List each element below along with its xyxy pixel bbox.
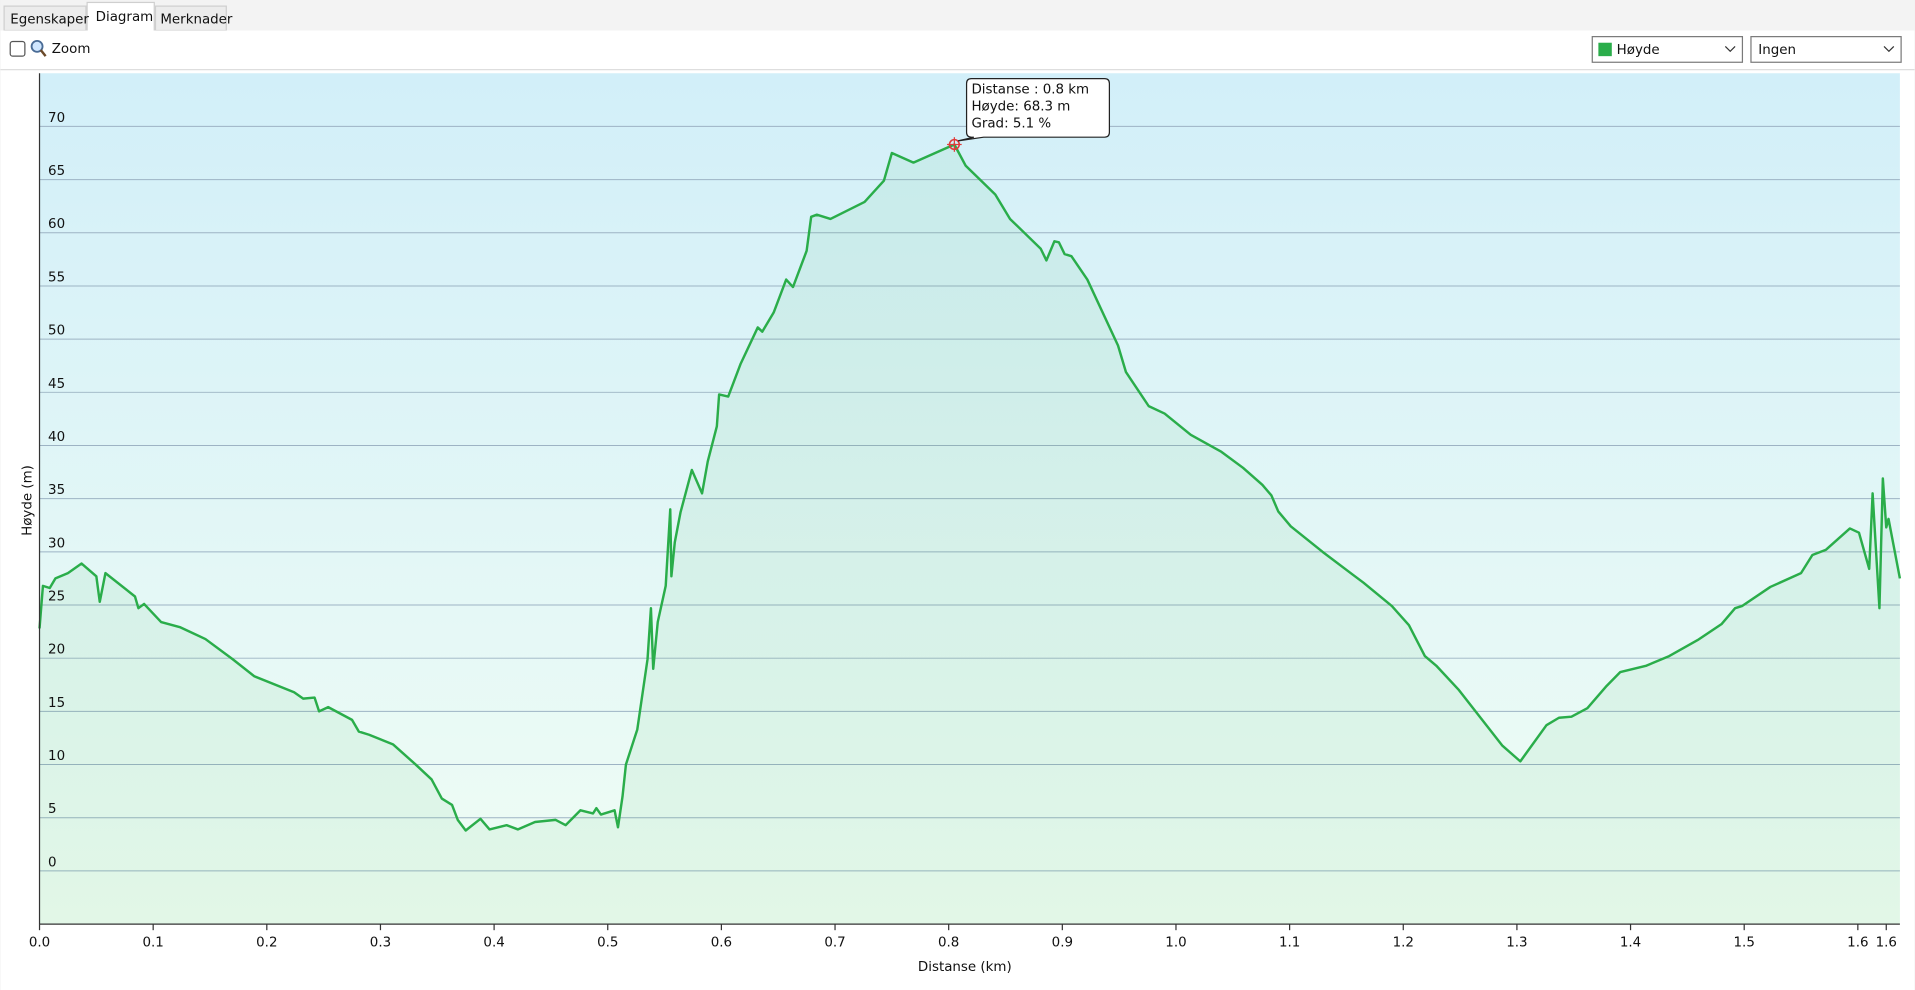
area-fill xyxy=(39,144,1900,925)
second-select[interactable] xyxy=(1750,36,1902,63)
zoom-checkbox[interactable] xyxy=(9,40,26,57)
y-tick-label: 5 xyxy=(48,802,57,817)
y-tick-label: 10 xyxy=(48,749,65,764)
tooltip-text: Grad: 5.1 % xyxy=(971,117,1051,132)
second-select-label[interactable]: Ingen xyxy=(1758,43,1796,58)
zoom-label[interactable]: Zoom xyxy=(52,42,91,57)
x-tick-label: 1.5 xyxy=(1734,935,1755,950)
y-tick-label: 70 xyxy=(48,111,65,126)
tab-label[interactable]: Merknader xyxy=(160,13,233,28)
zoom-icon xyxy=(39,49,47,57)
series-select[interactable] xyxy=(1591,36,1744,63)
tooltip-text: Høyde: 68.3 m xyxy=(971,100,1070,115)
y-tick-label: 0 xyxy=(48,855,57,870)
x-tick-label: 0.6 xyxy=(711,935,732,950)
y-tick-label: 45 xyxy=(48,377,65,392)
x-tick-label: 1.6 xyxy=(1876,935,1897,950)
x-tick-label: 0.9 xyxy=(1052,935,1073,950)
tooltip-text: Distanse : 0.8 km xyxy=(971,83,1089,98)
legend-label[interactable]: Høyde xyxy=(1617,43,1660,58)
y-tick-label: 65 xyxy=(48,164,65,179)
x-tick-label: 1.0 xyxy=(1165,935,1186,950)
y-tick-label: 35 xyxy=(48,483,65,498)
dropdown-arrow xyxy=(1883,45,1895,53)
tab-label[interactable]: Diagram xyxy=(96,10,154,25)
legend-swatch xyxy=(1598,42,1612,57)
x-tick-label: 0.0 xyxy=(29,935,50,950)
tooltip-box xyxy=(957,77,1111,142)
x-tick-label: 0.1 xyxy=(143,935,164,950)
x-axis-label: Distanse (km) xyxy=(918,960,1012,975)
x-tick-label: 1.3 xyxy=(1506,935,1527,950)
y-tick-label: 15 xyxy=(48,696,65,711)
x-tick-label: 1.1 xyxy=(1279,935,1300,950)
plot xyxy=(38,125,1902,925)
y-tick-label: 55 xyxy=(48,270,65,285)
dropdown-arrow xyxy=(1724,45,1736,53)
tab-active[interactable] xyxy=(86,1,155,33)
x-tick-label: 0.7 xyxy=(824,935,845,950)
y-tick-label: 30 xyxy=(48,536,65,551)
x-tick-label: 0.8 xyxy=(938,935,959,950)
x-tick-label: 0.2 xyxy=(256,935,277,950)
x-tick-label: 1.6 xyxy=(1847,935,1868,950)
series-line xyxy=(38,143,1902,832)
x-tick-label: 0.4 xyxy=(483,935,504,950)
y-axis-label: Høyde (m) xyxy=(20,465,35,536)
x-tick-label: 1.2 xyxy=(1393,935,1414,950)
y-tick-label: 60 xyxy=(48,217,65,232)
y-tick-label: 20 xyxy=(48,643,65,658)
y-tick-label: 25 xyxy=(48,589,65,604)
x-tick-label: 0.5 xyxy=(597,935,618,950)
x-tick-label: 1.4 xyxy=(1620,935,1641,950)
x-tick-label: 0.3 xyxy=(370,935,391,950)
zoom-icon xyxy=(30,39,44,53)
tab[interactable] xyxy=(154,5,227,32)
y-tick-label: 40 xyxy=(48,430,65,445)
tab[interactable] xyxy=(3,5,87,32)
tab-label[interactable]: Egenskaper xyxy=(10,13,89,28)
y-tick-label: 50 xyxy=(48,324,65,339)
